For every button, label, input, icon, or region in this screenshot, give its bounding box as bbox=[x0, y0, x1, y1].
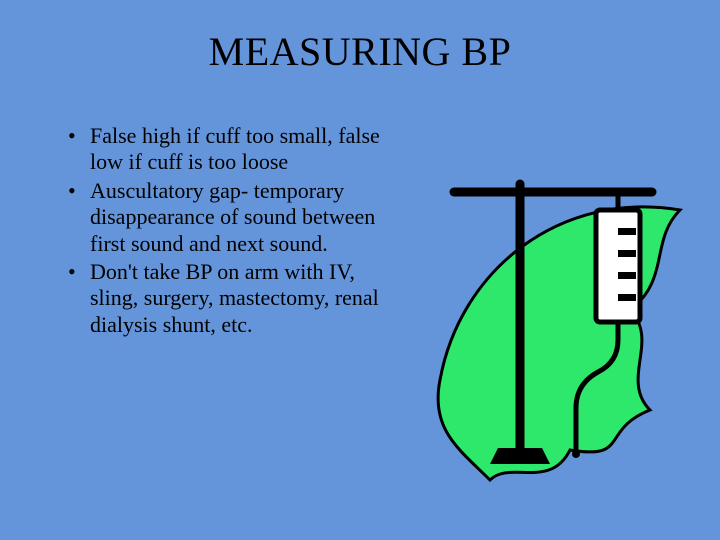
page-title: MEASURING BP bbox=[0, 0, 720, 75]
list-item: False high if cuff too small, false low … bbox=[68, 123, 398, 176]
iv-stand-illustration bbox=[400, 150, 690, 470]
list-item: Auscultatory gap- temporary disappearanc… bbox=[68, 178, 398, 257]
iv-bag bbox=[596, 210, 640, 322]
bag-tick bbox=[618, 228, 636, 235]
bag-tick bbox=[618, 250, 636, 257]
bag-tick bbox=[618, 294, 636, 301]
bag-tick bbox=[618, 272, 636, 279]
tube-end bbox=[572, 450, 580, 458]
list-item: Don't take BP on arm with IV, sling, sur… bbox=[68, 259, 398, 338]
bullet-list: False high if cuff too small, false low … bbox=[68, 123, 398, 340]
leaf-shape bbox=[438, 207, 680, 480]
